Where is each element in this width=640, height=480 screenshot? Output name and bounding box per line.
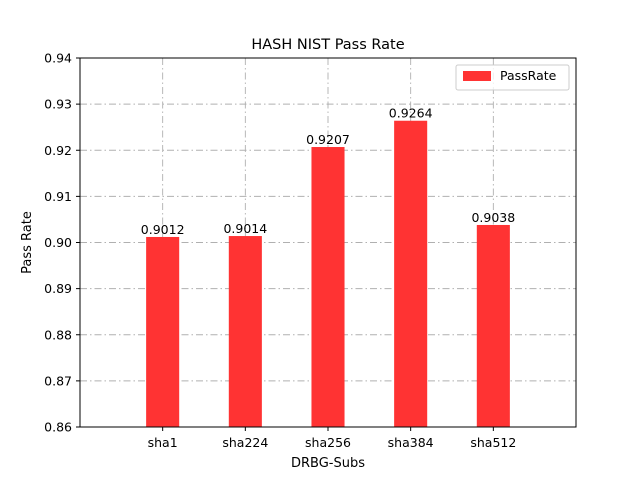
bar-series xyxy=(146,120,510,428)
chart-title: HASH NIST Pass Rate xyxy=(251,37,404,53)
y-tick-label: 0.90 xyxy=(44,235,72,250)
y-tick-label: 0.91 xyxy=(44,189,72,204)
y-tick-label: 0.93 xyxy=(44,97,72,112)
legend-label: PassRate xyxy=(500,68,557,83)
bar xyxy=(476,224,510,427)
x-tick-label: sha224 xyxy=(222,435,268,450)
y-axis-ticks: 0.86 0.87 0.88 0.89 0.90 0.91 0.92 0.93 0.94 xyxy=(44,51,80,435)
y-axis-label: Pass Rate xyxy=(20,211,35,274)
x-tick-label: sha256 xyxy=(305,435,351,450)
y-tick-label: 0.94 xyxy=(44,51,72,66)
bar xyxy=(311,147,345,428)
x-tick-label: sha1 xyxy=(148,435,178,450)
bar-value-label: 0.9014 xyxy=(223,221,267,236)
x-axis-ticks: sha1 sha224 sha256 sha384 sha512 xyxy=(148,427,516,450)
bar xyxy=(146,236,180,427)
bar-value-label: 0.9012 xyxy=(141,222,185,237)
y-tick-label: 0.87 xyxy=(44,373,72,388)
bar-value-label: 0.9207 xyxy=(306,132,350,147)
y-tick-label: 0.92 xyxy=(44,143,72,158)
bar-value-label: 0.9038 xyxy=(471,210,515,225)
y-tick-label: 0.88 xyxy=(44,327,72,342)
bar xyxy=(228,236,262,427)
bar xyxy=(394,120,428,427)
y-tick-label: 0.86 xyxy=(44,420,72,435)
legend: PassRate xyxy=(455,64,570,91)
bar-value-label: 0.9264 xyxy=(389,106,433,121)
y-tick-label: 0.89 xyxy=(44,281,72,296)
x-axis-label: DRBG-Subs xyxy=(291,456,365,471)
data-labels: 0.9012 0.9014 0.9207 0.9264 0.9038 xyxy=(141,106,515,237)
legend-swatch xyxy=(463,71,491,81)
x-tick-label: sha384 xyxy=(388,435,434,450)
x-tick-label: sha512 xyxy=(470,435,516,450)
